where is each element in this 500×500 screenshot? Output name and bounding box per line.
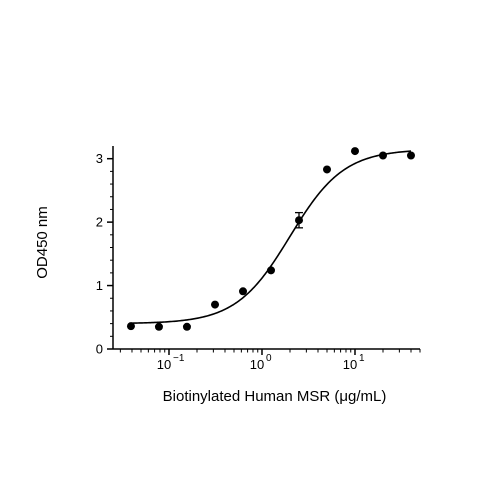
- x-axis-title: Biotinylated Human MSR (μg/mL): [163, 388, 387, 405]
- data-point: [239, 287, 248, 296]
- x-tick-label: 10: [343, 357, 357, 372]
- fit-curve: [130, 150, 412, 324]
- x-tick-exponent: −1: [173, 353, 185, 364]
- data-point: [295, 216, 304, 225]
- data-point: [267, 266, 276, 275]
- x-tick-exponent: 0: [266, 353, 272, 364]
- x-tick-label: 10: [157, 357, 171, 372]
- data-point: [322, 165, 331, 174]
- y-tick-label: 0: [96, 342, 103, 357]
- data-point: [406, 151, 415, 160]
- data-point: [154, 322, 163, 331]
- data-point: [350, 147, 359, 156]
- y-tick-label: 3: [96, 151, 103, 166]
- data-points-layer: [126, 147, 415, 331]
- data-point: [378, 151, 387, 160]
- y-axis-title: OD450 nm: [34, 206, 51, 279]
- y-tick-label: 1: [96, 278, 103, 293]
- data-point: [182, 322, 191, 331]
- x-tick-exponent: 1: [359, 353, 365, 364]
- data-point: [211, 300, 220, 309]
- x-tick-label: 10: [250, 357, 264, 372]
- y-tick-label: 2: [96, 215, 103, 230]
- fit-curve-layer: [130, 150, 412, 324]
- data-point: [126, 322, 135, 331]
